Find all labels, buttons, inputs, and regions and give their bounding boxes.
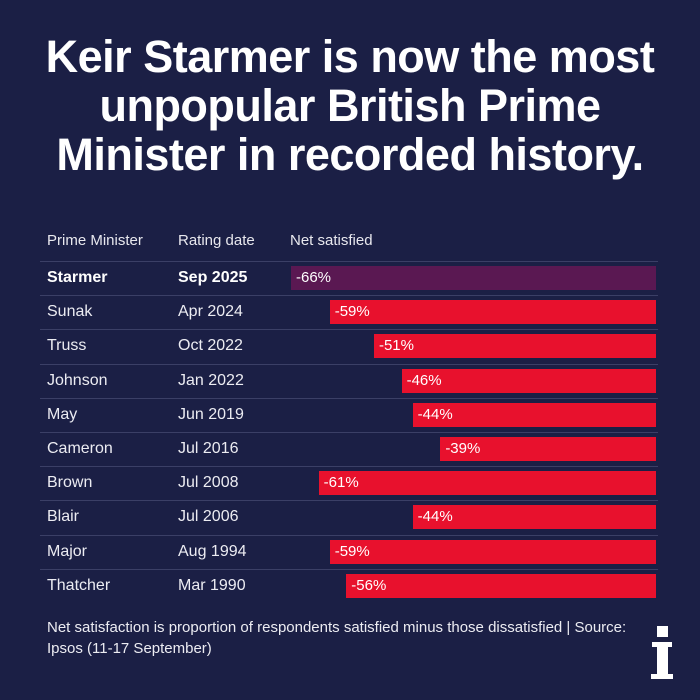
rating-date: Jul 2008 [178,474,239,492]
bar-value-label: -59% [334,542,370,560]
bar-value-label: -51% [378,337,414,355]
bar-value-label: -44% [417,508,453,526]
chart-title: Keir Starmer is now the most unpopular B… [0,32,700,179]
rating-date: Sep 2025 [178,269,248,286]
row-divider [40,363,658,365]
i-logo-icon [651,626,673,679]
bar-value-label: -39% [445,440,481,457]
bar-value-label: -46% [406,371,442,389]
row-divider [40,295,658,297]
header-rating-date: Rating date [178,232,255,249]
row-divider [40,534,658,536]
pm-name: Truss [47,337,87,355]
row-divider [40,261,658,262]
pm-name: Starmer [47,269,108,286]
bar-value-label: -56% [351,576,387,594]
header-prime-minister: Prime Minister [47,232,143,249]
pm-name: Johnson [47,371,108,389]
bar-value-label: -66% [296,269,332,286]
net-satisfied-bar [440,437,656,461]
i-logo [640,624,684,684]
net-satisfied-bar [318,471,656,496]
bar-value-label: -44% [417,405,453,423]
row-divider [40,568,658,570]
net-satisfied-bar [412,402,656,427]
net-satisfied-bar [329,539,656,564]
pm-name: Thatcher [47,576,111,594]
rating-date: Jul 2016 [178,440,239,457]
rating-date: Jan 2022 [178,371,244,389]
header-net-satisfied: Net satisfied [290,232,373,249]
title-line-2: unpopular British Prime [99,80,601,131]
title-line-1: Keir Starmer is now the most [45,31,655,82]
rating-date: Apr 2024 [178,303,243,321]
source-note: Net satisfaction is proportion of respon… [47,619,627,657]
net-satisfied-bar [401,368,656,393]
net-satisfied-bar [412,505,656,530]
row-divider [40,397,658,399]
pm-name: May [47,405,78,423]
bar-value-label: -61% [323,474,359,492]
net-satisfied-bar [291,266,656,290]
pm-name: Cameron [47,440,113,457]
pm-name: Blair [47,508,80,526]
net-satisfied-bar [346,573,656,598]
bar-value-label: -59% [334,303,370,321]
row-divider [40,466,658,468]
rating-date: Jun 2019 [178,405,244,423]
pm-name: Major [47,542,88,560]
rating-date: Mar 1990 [178,576,246,594]
row-divider [40,329,658,331]
rating-date: Jul 2006 [178,508,239,526]
rating-date: Aug 1994 [178,542,247,560]
pm-name: Sunak [47,303,93,321]
rating-date: Oct 2022 [178,337,243,355]
row-divider [40,432,658,433]
net-satisfied-bar [329,300,656,325]
pm-name: Brown [47,474,93,492]
row-divider [40,500,658,502]
title-line-3: Minister in recorded history. [56,129,644,180]
net-satisfied-bar [373,334,656,359]
